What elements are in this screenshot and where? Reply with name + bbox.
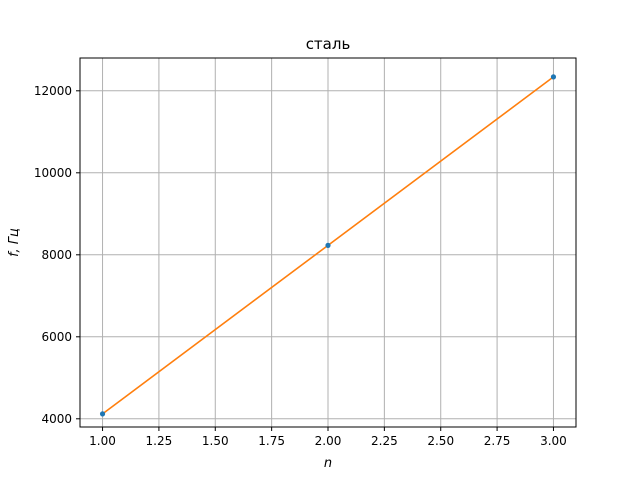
data-point (550, 74, 557, 80)
x-tick-label: 2.00 (315, 434, 342, 448)
x-tick-label: 1.75 (258, 434, 285, 448)
x-axis-label: n (324, 456, 332, 471)
y-tick-label: 6000 (41, 330, 72, 344)
y-tick-label: 8000 (41, 248, 72, 262)
y-tick-label: 10000 (34, 166, 72, 180)
x-tick-label: 2.75 (484, 434, 511, 448)
x-tick-label: 1.25 (146, 434, 173, 448)
y-axis: 4000 6000 8000 10000 12000 (34, 84, 80, 426)
y-axis-label: f, Гц (7, 228, 22, 257)
y-tick-label: 12000 (34, 84, 72, 98)
x-axis: 1.00 1.25 1.50 1.75 2.00 2.25 2.50 2.75 3.00 (89, 427, 567, 448)
x-tick-label: 3.00 (540, 434, 567, 448)
y-tick-label: 4000 (41, 412, 72, 426)
data-point (99, 411, 106, 417)
x-tick-label: 1.50 (202, 434, 229, 448)
series-layer (99, 74, 557, 417)
x-tick-label: 2.25 (371, 434, 398, 448)
data-point (325, 242, 331, 248)
x-tick-label: 1.00 (89, 434, 116, 448)
x-tick-label: 2.50 (427, 434, 454, 448)
chart-title: сталь (306, 35, 351, 53)
grid (80, 58, 576, 427)
